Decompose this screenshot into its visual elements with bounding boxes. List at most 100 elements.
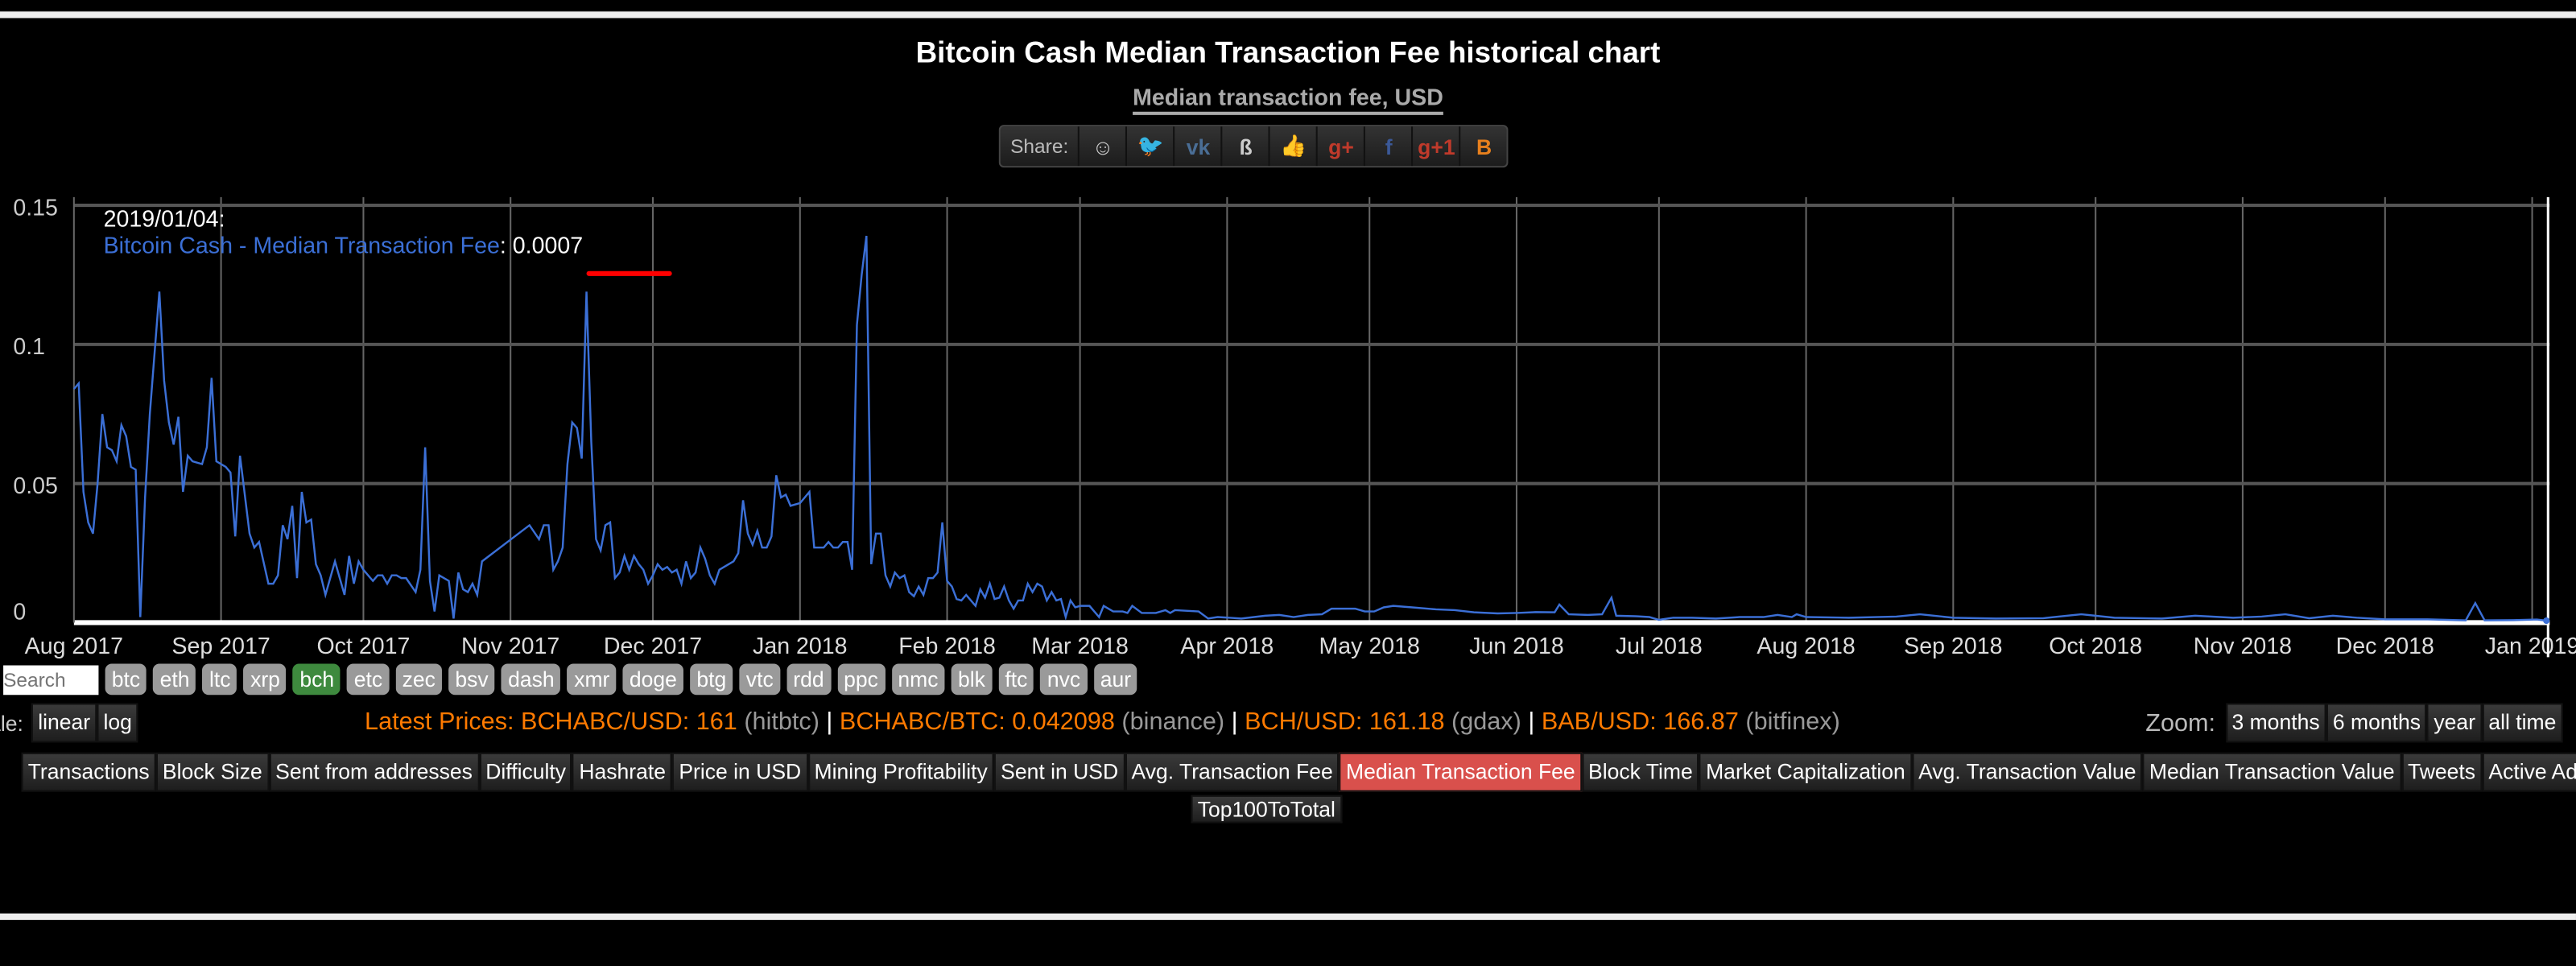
subtitle-wrap: Median transaction fee, USD — [0, 84, 2576, 110]
x-tick-label: Sep 2018 — [1904, 634, 2002, 659]
tab-active-addresses[interactable]: Active Addresses — [2482, 752, 2576, 792]
price-pair: BCHABC/BTC: 0.042098 — [839, 708, 1115, 737]
hover-point — [2543, 617, 2550, 625]
y-tick-label: 0.15 — [13, 195, 58, 221]
price-separator: | — [826, 708, 833, 737]
scale-selector: Scale: linear log — [0, 703, 139, 743]
tab-market-capitalization[interactable]: Market Capitalization — [1699, 752, 1912, 792]
vk-icon[interactable]: vk — [1173, 126, 1221, 167]
coin-button-ltc[interactable]: ltc — [202, 663, 237, 696]
coin-button-btg[interactable]: btg — [690, 663, 733, 696]
blogger-icon[interactable]: B — [1459, 126, 1507, 167]
x-tick-label: Feb 2018 — [898, 634, 996, 659]
coin-button-ftc[interactable]: ftc — [998, 663, 1034, 696]
x-tick-label: Nov 2017 — [461, 634, 559, 659]
twitter-icon[interactable]: 🐦 — [1125, 126, 1174, 167]
zoom-6-months-button[interactable]: 6 months — [2326, 703, 2428, 743]
facebook-icon[interactable]: f — [1364, 126, 1412, 167]
coin-button-vtc[interactable]: vtc — [739, 663, 780, 696]
tab-hashrate[interactable]: Hashrate — [572, 752, 673, 792]
zoom-year-button[interactable]: year — [2427, 703, 2483, 743]
zoom-3-months-button[interactable]: 3 months — [2225, 703, 2326, 743]
tab-avg-transaction-fee[interactable]: Avg. Transaction Fee — [1125, 752, 1340, 792]
chart-subtitle-link[interactable]: Median transaction fee, USD — [1133, 84, 1443, 110]
x-tick-label: Apr 2018 — [1180, 634, 1274, 659]
tab-block-time[interactable]: Block Time — [1581, 752, 1699, 792]
tab-difficulty[interactable]: Difficulty — [479, 752, 573, 792]
x-tick-label: Oct 2017 — [316, 634, 410, 659]
price-exchange: (binance) — [1121, 708, 1225, 737]
highlight-underline — [586, 270, 672, 276]
tooltip-value: 0.0007 — [512, 231, 584, 258]
like-icon[interactable]: 👍 — [1269, 126, 1316, 167]
price-separator: | — [1528, 708, 1535, 737]
zoom-label: Zoom: — [2145, 708, 2216, 737]
coin-button-nmc[interactable]: nmc — [891, 663, 945, 696]
coin-button-xmr[interactable]: xmr — [568, 663, 617, 696]
tab-sent-from-addresses[interactable]: Sent from addresses — [268, 752, 480, 792]
zoom-selector: Zoom: 3 months 6 months year all time — [2145, 703, 2563, 743]
price-exchange: (bitfinex) — [1745, 708, 1840, 737]
tab-median-transaction-fee[interactable]: Median Transaction Fee — [1339, 752, 1582, 792]
tab-price-in-usd[interactable]: Price in USD — [672, 752, 808, 792]
coin-button-btc[interactable]: btc — [105, 663, 147, 696]
coin-button-dash[interactable]: dash — [501, 663, 561, 696]
top-divider — [0, 11, 2576, 19]
tab-block-size[interactable]: Block Size — [155, 752, 269, 792]
price-pair: BCHABC/USD: 161 — [521, 708, 737, 737]
x-tick-label: Dec 2017 — [604, 634, 702, 659]
x-tick-label: Aug 2018 — [1757, 634, 1855, 659]
x-tick-label: Jan 2018 — [753, 634, 848, 659]
google-plus-icon[interactable]: g+ — [1316, 126, 1364, 167]
coin-button-ppc[interactable]: ppc — [836, 663, 886, 696]
bottom-divider — [0, 913, 2576, 920]
x-tick-label: Oct 2018 — [2049, 634, 2142, 659]
coin-button-bsv[interactable]: bsv — [448, 663, 495, 696]
x-tick-label: Aug 2017 — [25, 634, 123, 659]
metric-tabs: Transactions Block Size Sent from addresse… — [21, 752, 2576, 792]
google-plus-one-icon[interactable]: g+1 — [1411, 126, 1459, 167]
share-label: Share: — [1010, 134, 1069, 158]
coin-button-rdd[interactable]: rdd — [786, 663, 831, 696]
search-input[interactable] — [3, 664, 99, 695]
coin-button-xrp[interactable]: xrp — [243, 663, 287, 696]
scale-log-button[interactable]: log — [97, 703, 139, 743]
tab-avg-transaction-value[interactable]: Avg. Transaction Value — [1911, 752, 2143, 792]
coin-button-blk[interactable]: blk — [951, 663, 993, 696]
tab-sent-in-usd[interactable]: Sent in USD — [994, 752, 1125, 792]
reddit-icon[interactable]: ☺ — [1078, 126, 1125, 167]
tab-top100tototal[interactable]: Top100ToTotal — [1191, 795, 1343, 824]
latest-prices: Latest Prices: BCHABC/USD: 161 (hitbtc) … — [365, 708, 1840, 737]
tab-mining-profitability[interactable]: Mining Profitability — [807, 752, 995, 792]
coin-selector: btcethltcxrpbchetczecbsvdashxmrdogebtgvt… — [3, 663, 1138, 696]
series-line — [72, 235, 2547, 622]
prices-label: Latest Prices: — [365, 708, 514, 737]
coin-button-zec[interactable]: zec — [395, 663, 443, 696]
coin-button-bch[interactable]: bch — [293, 663, 341, 696]
price-pair: BCH/USD: 161.18 — [1245, 708, 1445, 737]
tooltip-series: Bitcoin Cash - Median Transaction Fee — [103, 231, 500, 258]
tooltip-date: 2019/01/04: — [103, 205, 225, 232]
tab-transactions[interactable]: Transactions — [21, 752, 156, 792]
x-tick-label: Sep 2017 — [171, 634, 270, 659]
weibo-icon[interactable]: ß — [1221, 126, 1269, 167]
x-tick-label: Dec 2018 — [2336, 634, 2434, 659]
y-tick-label: 0.1 — [13, 334, 45, 360]
coin-button-etc[interactable]: etc — [347, 663, 390, 696]
scale-linear-button[interactable]: linear — [31, 703, 97, 743]
x-tick-label: May 2018 — [1319, 634, 1420, 659]
x-tick-label: Jul 2018 — [1616, 634, 1703, 659]
tooltip: 2019/01/04: Bitcoin Cash - Median Transa… — [104, 205, 584, 258]
coin-button-aur[interactable]: aur — [1093, 663, 1138, 696]
x-tick-label: Nov 2018 — [2194, 634, 2292, 659]
y-tick-label: 0.05 — [13, 473, 58, 499]
scale-label: Scale: — [0, 710, 23, 736]
price-separator: | — [1231, 708, 1238, 737]
coin-button-doge[interactable]: doge — [622, 663, 684, 696]
tab-median-transaction-value[interactable]: Median Transaction Value — [2142, 752, 2401, 792]
tab-tweets[interactable]: Tweets — [2401, 752, 2483, 792]
zoom-all-time-button[interactable]: all time — [2482, 703, 2563, 743]
coin-button-eth[interactable]: eth — [153, 663, 196, 696]
coin-button-nvc[interactable]: nvc — [1040, 663, 1088, 696]
